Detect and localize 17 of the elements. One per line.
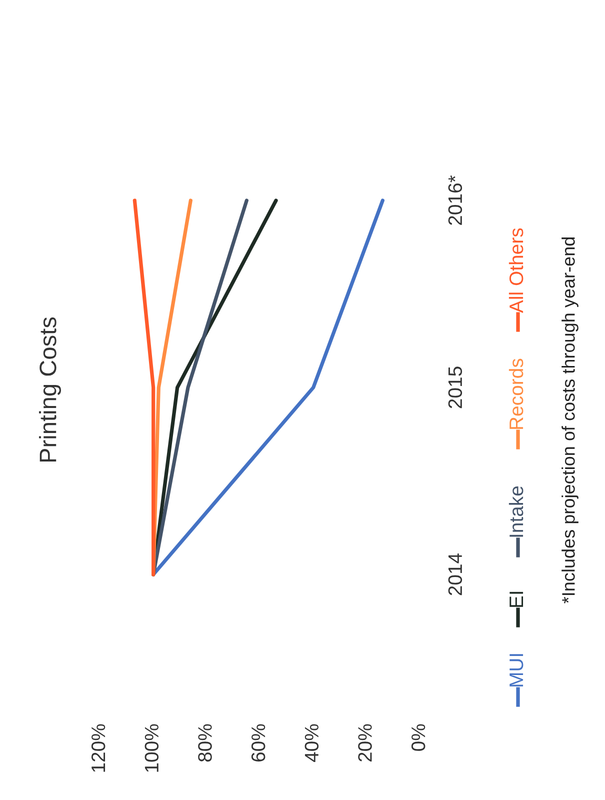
x-tick-label: 100% [144,724,159,772]
text: Records [508,358,524,429]
text: MUI [510,654,524,686]
x-tick-label: 0% [411,724,426,751]
x-tick-label: 120% [91,724,106,772]
text: EI [510,592,524,607]
y-tick-label: 2015 [448,366,462,408]
x-tick-label: 80% [198,724,212,762]
text: All Others [508,228,524,313]
x-tick-label: 60% [251,724,266,762]
text: Printing Costs [38,317,62,462]
y-tick-label: 2014 [448,553,462,596]
y-tick-label: 2016* [448,175,462,225]
x-tick-label: 40% [304,724,319,762]
text: Intake [508,486,524,537]
x-tick-label: 20% [358,724,372,762]
text: *Includes projection of costs through year-end [562,237,578,604]
